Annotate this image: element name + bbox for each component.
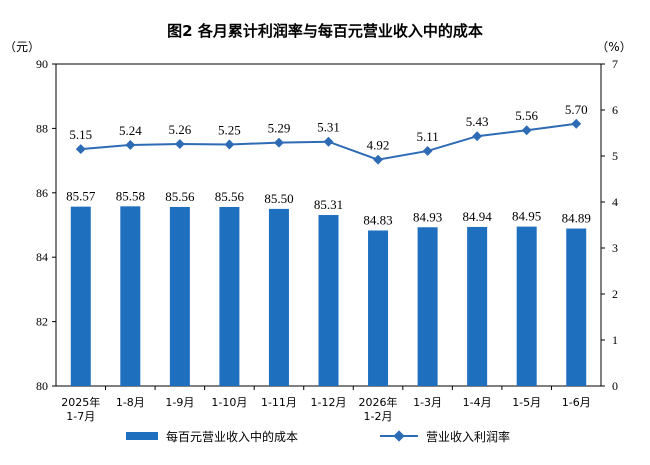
y-left-tick-label: 84 [36,250,48,264]
legend-line-marker [393,430,405,442]
bar-value-label: 85.56 [215,189,245,204]
y-right-tick-label: 3 [612,241,618,255]
bar [169,206,190,386]
bar-labels: 85.57 85.58 85.56 85.56 85.50 85.31 84.83 84.93… [66,188,591,227]
bar-value-label: 84.89 [562,211,591,226]
y-right-tick-label: 0 [612,379,618,393]
y-right-tick-label: 1 [612,333,618,347]
y-left-axis: 80 82 84 86 88 90 [36,57,56,393]
bar-value-label: 85.57 [66,189,96,204]
bar [318,215,339,386]
bar [120,206,141,386]
x-tick-label: 1-9月 [165,396,194,409]
x-tick-label: 1-7月 [66,410,95,423]
bar [368,230,389,386]
y-right-tick-label: 4 [612,195,618,209]
y-right-tick-label: 5 [612,149,618,163]
line-value-label: 5.70 [565,102,588,117]
line-point [274,137,284,148]
bar [268,208,289,386]
y-left-unit: （元） [4,40,40,54]
line-value-label: 5.11 [416,129,438,144]
y-left-tick-label: 82 [36,315,48,329]
line-value-label: 4.92 [367,138,390,153]
y-right-tick-label: 2 [612,287,618,301]
bar-value-label: 85.58 [116,188,145,203]
line-point [472,131,483,142]
x-tick-label: 1-3月 [413,396,442,409]
bar-value-label: 84.95 [512,209,541,224]
x-tick-label: 2026年 [359,395,398,409]
bar [219,206,240,386]
chart-title: 图2 各月累计利润率与每百元营业收入中的成本 [167,22,483,40]
x-tick-label: 1-12月 [311,396,347,409]
y-right-tick-label: 6 [612,103,618,117]
line-point [323,136,334,147]
y-right-axis: 0 1 2 3 4 5 6 7 [601,57,618,393]
line-value-label: 5.43 [466,114,489,129]
line-value-label: 5.25 [218,123,241,138]
line-point [224,139,235,150]
line-value-label: 5.15 [69,127,92,142]
line-point [571,118,582,129]
y-right-unit: （%） [596,40,631,54]
line-value-label: 5.31 [317,120,340,135]
bar [467,226,488,386]
line-value-label: 5.26 [168,122,191,137]
x-tick-label: 1-10月 [211,396,247,409]
x-tick-label: 1-5月 [512,396,541,409]
x-tick-label: 1-11月 [261,396,297,409]
y-left-tick-label: 90 [36,57,48,71]
line-point [125,140,136,150]
x-tick-label: 1-2月 [364,410,393,423]
x-tick-label: 2025年 [61,395,100,409]
y-left-tick-label: 86 [36,186,48,200]
y-left-tick-label: 88 [36,121,48,135]
bar-value-label: 84.83 [363,212,392,227]
bar-value-label: 85.50 [264,191,293,206]
line-point [422,145,433,156]
legend: 每百元营业收入中的成本 营业收入利润率 [126,429,510,444]
bar-value-label: 85.31 [314,197,343,212]
line-point [521,125,532,136]
legend-bar-swatch [126,432,158,440]
line-point [373,154,383,165]
x-tick-label: 1-4月 [463,396,492,409]
line-value-label: 5.56 [515,108,538,123]
x-tick-label: 1-8月 [116,396,145,409]
line-series [75,118,582,165]
line-point [75,144,86,155]
y-right-tick-label: 7 [612,57,618,71]
bar [516,226,537,386]
line-labels: 5.15 5.24 5.26 5.25 5.29 5.31 4.92 5.11 5.43 5.56… [69,102,587,153]
line-value-label: 5.24 [119,123,142,138]
line-value-label: 5.29 [268,121,291,136]
bar-value-label: 84.94 [463,209,493,224]
bar [417,227,438,386]
bar-value-label: 85.56 [165,189,195,204]
bar-value-label: 84.93 [413,209,442,224]
bar [566,228,587,386]
line-point [174,139,185,149]
x-tick-label: 1-6月 [562,396,591,409]
legend-line-label: 营业收入利润率 [426,429,510,444]
legend-bar-label: 每百元营业收入中的成本 [166,429,298,444]
y-left-tick-label: 80 [36,379,48,393]
bar-series [70,206,587,386]
bar [70,206,91,386]
